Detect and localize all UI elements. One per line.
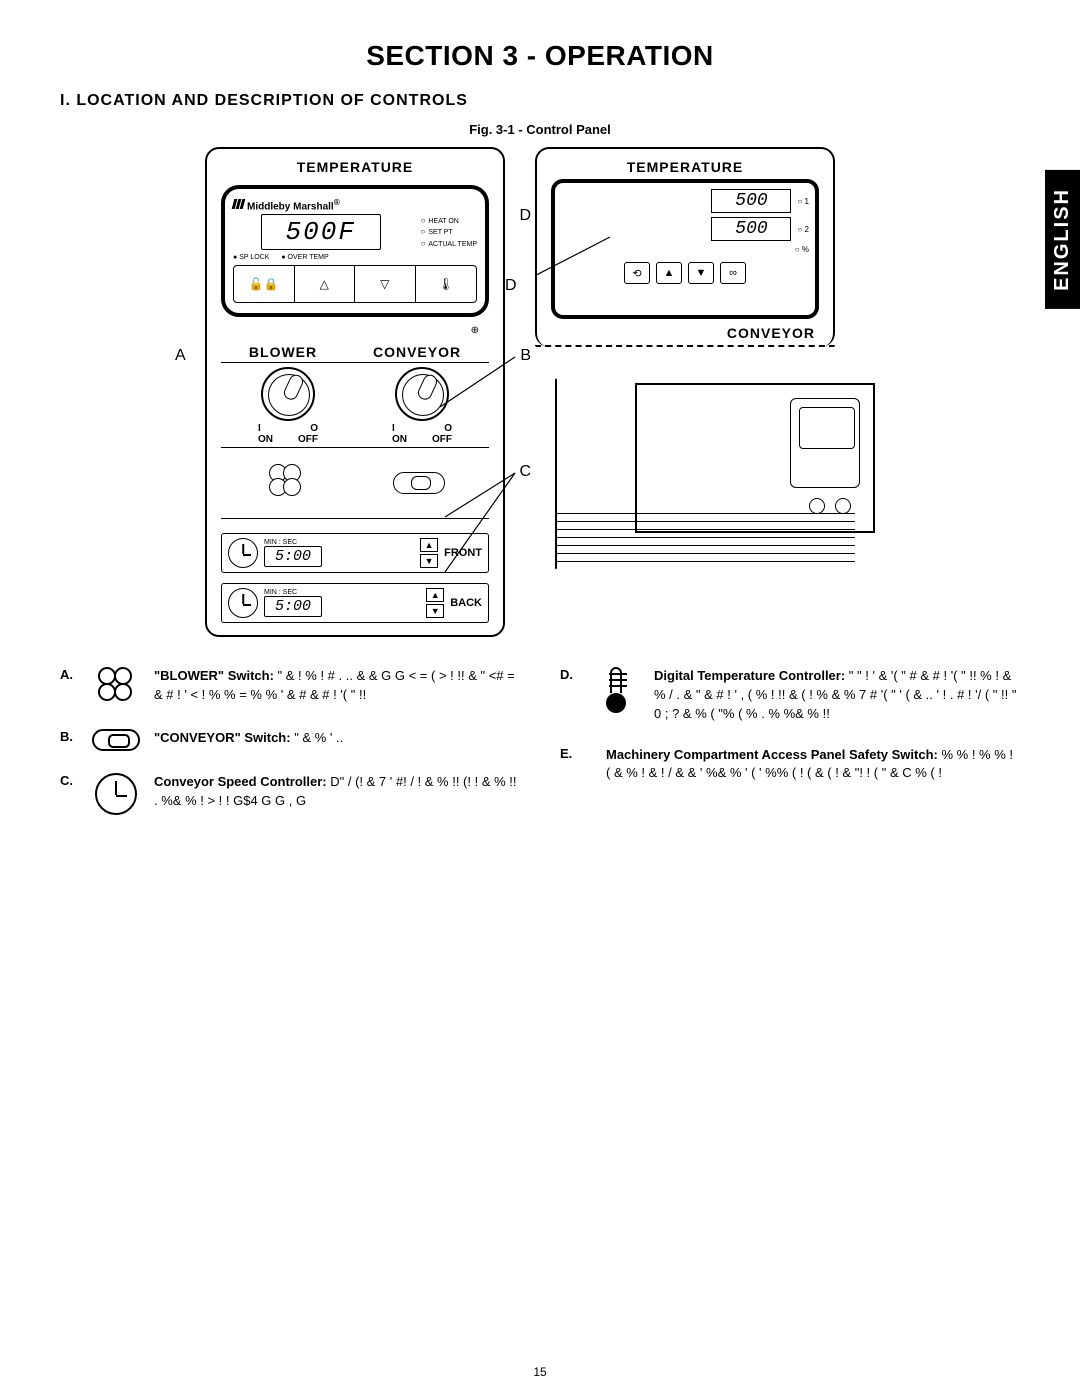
oven-illustration: [515, 363, 875, 613]
led-heat-on: HEAT ON: [421, 215, 477, 227]
speed-controller-icon: [95, 773, 137, 815]
descriptions: A. "BLOWER" Switch: " & ! % ! # . .. & &…: [60, 667, 1020, 815]
desc-letter-c: C.: [60, 773, 78, 788]
figure-caption: Fig. 3-1 - Control Panel: [60, 122, 1020, 137]
desc-item-c: C. Conveyor Speed Controller: D" / (! & …: [60, 773, 520, 815]
page-number: 15: [0, 1365, 1080, 1379]
conveyor-switch[interactable]: I O ON OFF: [392, 367, 452, 445]
temperature-header: TEMPERATURE: [221, 159, 489, 175]
display-label-3: ○ %: [795, 245, 809, 254]
io-i: I: [258, 423, 261, 434]
callout-a: A: [175, 347, 186, 365]
key-3[interactable]: ▽: [355, 266, 416, 302]
plus-icon: ⊕: [221, 325, 479, 336]
desc-letter-b: B.: [60, 729, 78, 744]
timer-back-block: MIN : SEC 5:00 ▲ ▼ BACK: [221, 583, 489, 623]
io-i-2: I: [392, 423, 395, 434]
arrow-up-button-2[interactable]: ▲: [426, 588, 444, 602]
desc-item-a: A. "BLOWER" Switch: " & ! % ! # . .. & &…: [60, 667, 520, 707]
arrow-down-button-2[interactable]: ▼: [426, 604, 444, 618]
desc-letter-a: A.: [60, 667, 78, 682]
off-label: OFF: [298, 434, 318, 445]
temperature-header-2: TEMPERATURE: [551, 159, 819, 175]
pill-button[interactable]: [393, 472, 445, 494]
ctrl-btn-2[interactable]: ▲: [656, 262, 682, 284]
led-sp-lock: SP LOCK: [233, 254, 269, 261]
ctrl-btn-3[interactable]: ▼: [688, 262, 714, 284]
quad-button[interactable]: [265, 464, 305, 504]
language-tab: ENGLISH: [1045, 170, 1080, 309]
figure-row: TEMPERATURE Middleby Marshall® 500F HEAT…: [60, 147, 1020, 637]
key-2[interactable]: △: [295, 266, 356, 302]
on-label: ON: [258, 434, 273, 445]
brand-label: Middleby Marshall®: [233, 197, 340, 212]
led-indicators: HEAT ON SET PT ACTUAL TEMP: [421, 215, 477, 250]
blower-switch[interactable]: I O ON OFF: [258, 367, 318, 445]
ctrl-btn-4[interactable]: ∞: [720, 262, 746, 284]
timer-front-value: 5:00: [264, 546, 322, 567]
front-label: FRONT: [444, 547, 482, 559]
clock-icon-2: [228, 588, 258, 618]
led-over-temp: OVER TEMP: [281, 254, 328, 261]
min-sec-label: MIN : SEC: [264, 539, 414, 546]
section-subtitle: I. LOCATION AND DESCRIPTION OF CONTROLS: [60, 92, 1020, 110]
display-label-2: ○ 2: [797, 225, 809, 234]
panel-dashed-bottom: [535, 345, 835, 347]
display-value-2: 500: [711, 217, 791, 241]
conveyor-icon: [92, 729, 140, 751]
arrow-down-button[interactable]: ▼: [420, 554, 438, 568]
temp-controller-2: 500 ○ 1 500 ○ 2 ○ % ⟲ ▲ ▼ ∞: [551, 179, 819, 319]
desc-letter-e: E.: [560, 746, 578, 761]
desc-text-c: Conveyor Speed Controller: D" / (! & 7 '…: [154, 773, 520, 811]
timer-front-block: MIN : SEC 5:00 ▲ ▼ FRONT: [221, 533, 489, 573]
desc-text-a: "BLOWER" Switch: " & ! % ! # . .. & & G …: [154, 667, 520, 705]
desc-item-b: B. "CONVEYOR" Switch: " & % ' ..: [60, 729, 520, 751]
brand-text: Middleby Marshall: [247, 201, 334, 212]
key-1[interactable]: 🔓🔒: [234, 266, 295, 302]
back-label: BACK: [450, 597, 482, 609]
keypad: 🔓🔒 △ ▽ 🌡: [233, 265, 477, 303]
io-o-2: O: [444, 423, 452, 434]
conveyor-header-2: CONVEYOR: [551, 325, 815, 341]
on-label-2: ON: [392, 434, 407, 445]
section-title: SECTION 3 - OPERATION: [60, 40, 1020, 72]
callout-d: D: [519, 207, 531, 225]
timer-back-value: 5:00: [264, 596, 322, 617]
temperature-controller-frame: Middleby Marshall® 500F HEAT ON SET PT A…: [221, 185, 489, 317]
thermometer-icon: [601, 667, 631, 713]
led-actual-temp: ACTUAL TEMP: [421, 238, 477, 250]
conveyor-header: CONVEYOR: [373, 344, 461, 360]
blower-icon: [96, 667, 136, 707]
desc-text-e: Machinery Compartment Access Panel Safet…: [606, 746, 1020, 784]
desc-item-e: E. Machinery Compartment Access Panel Sa…: [560, 746, 1020, 784]
callout-d-2: D: [505, 277, 517, 295]
blower-header: BLOWER: [249, 344, 317, 360]
control-panel-left: TEMPERATURE Middleby Marshall® 500F HEAT…: [205, 147, 505, 637]
io-o: O: [310, 423, 318, 434]
led-set-pt: SET PT: [421, 226, 477, 238]
display-value-1: 500: [711, 189, 791, 213]
min-sec-label-2: MIN : SEC: [264, 589, 420, 596]
desc-letter-d: D.: [560, 667, 578, 682]
desc-text-b: "CONVEYOR" Switch: " & % ' ..: [154, 729, 520, 748]
status-leds: SP LOCK OVER TEMP: [233, 254, 477, 261]
display-label-1: ○ 1: [797, 197, 809, 206]
off-label-2: OFF: [432, 434, 452, 445]
desc-item-d: D. Digital Temperature Controller: " " !…: [560, 667, 1020, 724]
clock-icon: [228, 538, 258, 568]
control-panel-right: TEMPERATURE 500 ○ 1 500 ○ 2 ○ % ⟲ ▲ ▼ ∞ CO…: [535, 147, 835, 347]
key-4[interactable]: 🌡: [416, 266, 477, 302]
temperature-display: 500F: [261, 214, 381, 250]
ctrl-btn-1[interactable]: ⟲: [624, 262, 650, 284]
arrow-up-button[interactable]: ▲: [420, 538, 438, 552]
desc-text-d: Digital Temperature Controller: " " ! ' …: [654, 667, 1020, 724]
